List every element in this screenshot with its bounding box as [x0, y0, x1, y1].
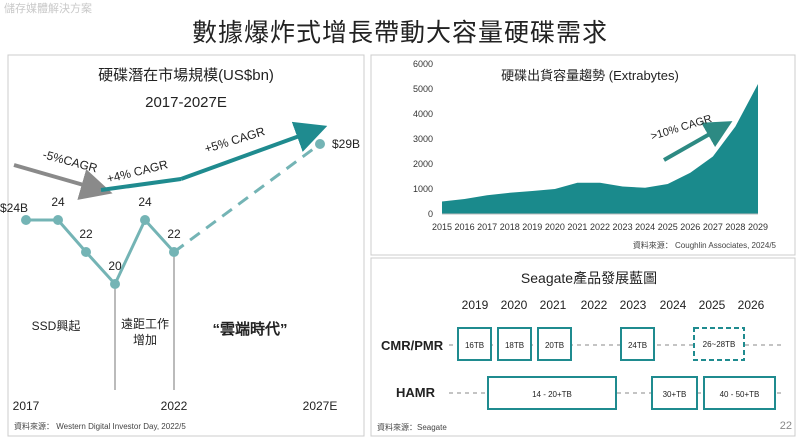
area-y-tick: 3000: [413, 134, 433, 144]
svg-text:30+TB: 30+TB: [663, 390, 687, 399]
left-panel-border: [7, 54, 365, 437]
market-point: [169, 247, 179, 257]
svg-text:14 - 20+TB: 14 - 20+TB: [532, 390, 572, 399]
svg-text:26~28TB: 26~28TB: [703, 340, 736, 349]
hamr-box-14-20tb: 14 - 20+TB: [487, 376, 617, 410]
market-point-label: 22: [167, 227, 181, 241]
year-2023: 2023: [620, 298, 647, 312]
hamr-box-30tb: 30+TB: [651, 376, 698, 410]
area-y-tick: 6000: [413, 59, 433, 69]
area-y-tick: 4000: [413, 109, 433, 119]
svg-text:24TB: 24TB: [628, 341, 647, 350]
market-point: [140, 215, 150, 225]
cmr-box-18tb: 18TB: [497, 327, 532, 361]
roadmap-year-row: 2019 2020 2021 2022 2023 2024 2025 2026: [462, 298, 765, 312]
right-bottom-panel-border: [370, 257, 796, 437]
market-forecast-line: [173, 142, 321, 254]
hamr-box-40-50tb: 40 - 50+TB: [703, 376, 776, 410]
area-x-tick: 2027: [703, 222, 723, 232]
year-2019: 2019: [462, 298, 489, 312]
left-chart: 硬碟潛在市場規模(US$bn) 2017-2027E -5%CAGR +4% C…: [0, 67, 360, 431]
market-line-series: $24B 24 22 20 24 22 $29B: [0, 137, 360, 289]
cagr-pos5-arrow: [180, 121, 328, 181]
x-label-2017: 2017: [13, 399, 40, 413]
market-point-label: 22: [79, 227, 93, 241]
page-number: 22: [779, 420, 792, 432]
annotation-ssd: SSD興起: [32, 319, 81, 333]
area-x-tick: 2024: [635, 222, 655, 232]
year-2026: 2026: [738, 298, 765, 312]
cagr-neg-arrow: [13, 163, 113, 200]
market-point: [53, 215, 63, 225]
market-point-label: $24B: [0, 201, 28, 215]
cagr-pos4-arrow: [100, 177, 182, 192]
right-top-panel-border: [370, 54, 796, 256]
market-point-label: 24: [51, 195, 65, 209]
year-2025: 2025: [699, 298, 726, 312]
svg-text:16TB: 16TB: [465, 341, 484, 350]
cmr-box-20tb: 20TB: [537, 327, 572, 361]
row-label-cmr: CMR/PMR: [381, 338, 444, 353]
year-2020: 2020: [501, 298, 528, 312]
area-x-tick: 2029: [748, 222, 768, 232]
area-y-tick: 0: [428, 209, 433, 219]
area-y-tick: 2000: [413, 159, 433, 169]
area-x-tick: 2021: [567, 222, 587, 232]
market-point: [21, 215, 31, 225]
year-2024: 2024: [660, 298, 687, 312]
page-title: 數據爆炸式增長帶動大容量硬碟需求: [191, 19, 608, 47]
market-forecast-point: [315, 139, 325, 149]
area-x-tick: 2017: [477, 222, 497, 232]
left-chart-title: 硬碟潛在市場規模(US$bn): [98, 67, 274, 84]
left-source: 資料來源： Western Digital Investor Day, 2022…: [14, 421, 186, 431]
x-label-2022: 2022: [161, 399, 188, 413]
cmr-box-26-28tb: 26~28TB: [693, 327, 745, 361]
area-chart-x-labels: 2015 2016 2017 2018 2019 2020 2021 2022 2023 2024…: [432, 213, 768, 232]
area-x-tick: 2019: [522, 222, 542, 232]
capacity-area: [442, 84, 758, 214]
area-y-tick: 5000: [413, 84, 433, 94]
area-cagr-arrow: [663, 121, 733, 162]
year-2021: 2021: [540, 298, 567, 312]
annotation-remote-1: 遠距工作: [121, 317, 169, 331]
market-point: [81, 247, 91, 257]
area-x-tick: 2022: [590, 222, 610, 232]
area-x-tick: 2028: [725, 222, 745, 232]
market-point-label: 24: [138, 195, 152, 209]
row-label-hamr: HAMR: [396, 385, 436, 400]
area-x-tick: 2018: [500, 222, 520, 232]
area-x-tick: 2020: [545, 222, 565, 232]
market-point-label: 20: [108, 259, 122, 273]
area-source: 資料來源： Coughlin Associates, 2024/5: [633, 240, 777, 250]
cmr-box-24tb: 24TB: [620, 327, 655, 361]
market-line: [26, 217, 176, 287]
cagr-neg-label: -5%CAGR: [41, 147, 99, 175]
product-roadmap: Seagate產品發展藍圖 2019 2020 2021 2022 2023 2…: [377, 270, 782, 432]
svg-text:40 - 50+TB: 40 - 50+TB: [720, 390, 760, 399]
annotation-cloud: “雲端時代”: [212, 320, 287, 338]
area-x-tick: 2015: [432, 222, 452, 232]
area-chart-title: 硬碟出貨容量趨勢 (Extrabytes): [501, 68, 679, 83]
roadmap-title: Seagate產品發展藍圖: [521, 270, 657, 286]
svg-text:18TB: 18TB: [505, 341, 524, 350]
area-x-tick: 2016: [455, 222, 475, 232]
area-x-tick: 2023: [613, 222, 633, 232]
cmr-box-16tb: 16TB: [457, 327, 492, 361]
left-chart-subtitle: 2017-2027E: [145, 94, 227, 111]
area-x-tick: 2025: [658, 222, 678, 232]
market-forecast-label: $29B: [332, 137, 360, 151]
x-label-2027e: 2027E: [303, 399, 338, 413]
market-point: [110, 279, 120, 289]
roadmap-source: 資料來源：Seagate: [377, 422, 447, 432]
section-label: 儲存媒體解決方案: [4, 3, 92, 15]
annotation-remote-2: 增加: [133, 333, 157, 347]
year-2022: 2022: [581, 298, 608, 312]
area-chart-axis: 0 1000 2000 3000 4000 5000 6000: [413, 59, 433, 219]
svg-text:20TB: 20TB: [545, 341, 564, 350]
area-y-tick: 1000: [413, 184, 433, 194]
area-x-tick: 2026: [680, 222, 700, 232]
